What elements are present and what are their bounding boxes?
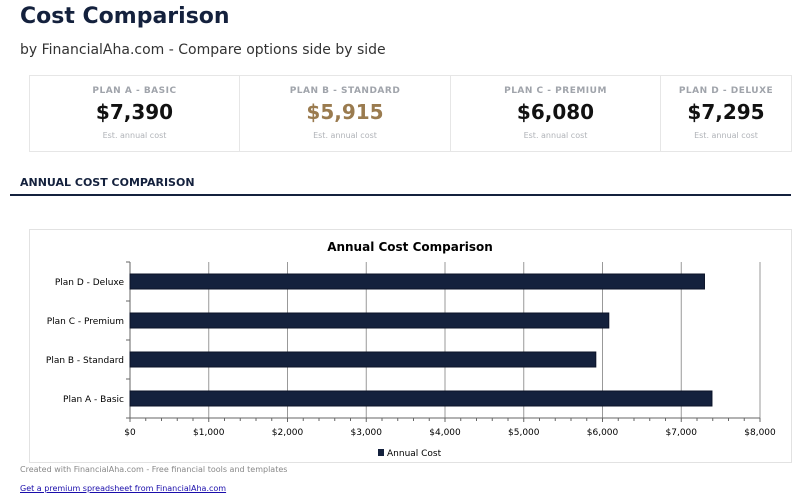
x-tick-label: $5,000 <box>508 428 540 438</box>
card-note: Est. annual cost <box>694 131 758 140</box>
card-plan-b: PLAN B - STANDARD $5,915 Est. annual cos… <box>240 76 451 151</box>
card-note: Est. annual cost <box>102 131 167 140</box>
card-label: PLAN A - BASIC <box>92 86 177 96</box>
section-title: ANNUAL COST COMPARISON <box>20 176 195 189</box>
x-tick-label: $8,000 <box>744 428 776 438</box>
x-tick-label: $1,000 <box>193 428 225 438</box>
y-tick-label: Plan B - Standard <box>46 356 124 366</box>
card-value: $5,915 <box>306 100 384 124</box>
card-value: $7,295 <box>687 100 765 124</box>
card-label: PLAN C - PREMIUM <box>504 86 607 96</box>
x-tick-label: $7,000 <box>666 428 698 438</box>
section-divider <box>10 194 791 196</box>
summary-cards: PLAN A - BASIC $7,390 Est. annual cost P… <box>29 75 792 152</box>
y-tick-label: Plan D - Deluxe <box>55 278 125 288</box>
premium-link[interactable]: Get a premium spreadsheet from Financial… <box>20 484 227 493</box>
card-plan-c: PLAN C - PREMIUM $6,080 Est. annual cost <box>451 76 661 151</box>
card-value: $6,080 <box>516 100 595 124</box>
legend-label: Annual Cost <box>387 449 442 459</box>
page-title: Cost Comparison <box>20 4 230 29</box>
page-subtitle: by FinancialAha.com - Compare options si… <box>20 42 386 58</box>
card-plan-d: PLAN D - DELUXE $7,295 Est. annual cost <box>661 76 791 151</box>
card-note: Est. annual cost <box>523 131 588 140</box>
x-tick-label: $4,000 <box>429 428 461 438</box>
bar-plan-a-basic <box>129 390 713 407</box>
card-label: PLAN D - DELUXE <box>678 86 774 96</box>
x-tick-label: $3,000 <box>351 428 383 438</box>
chart-title: Annual Cost Comparison <box>327 240 493 254</box>
footer-credit: Created with FinancialAha.com - Free fin… <box>20 465 288 474</box>
card-value: $7,390 <box>95 100 174 124</box>
legend-swatch <box>378 449 384 456</box>
y-tick-label: Plan A - Basic <box>63 395 124 405</box>
card-note: Est. annual cost <box>313 131 377 140</box>
bar-plan-b-standard <box>129 351 597 368</box>
y-tick-label: Plan C - Premium <box>47 317 124 327</box>
x-tick-label: $0 <box>124 428 136 438</box>
chart-container <box>29 229 792 463</box>
x-tick-label: $2,000 <box>272 428 304 438</box>
x-tick-label: $6,000 <box>587 428 619 438</box>
card-label: PLAN B - STANDARD <box>289 86 401 96</box>
bar-plan-d-deluxe <box>129 273 705 290</box>
bar-plan-c-premium <box>129 312 610 329</box>
card-plan-a: PLAN A - BASIC $7,390 Est. annual cost <box>30 76 240 151</box>
